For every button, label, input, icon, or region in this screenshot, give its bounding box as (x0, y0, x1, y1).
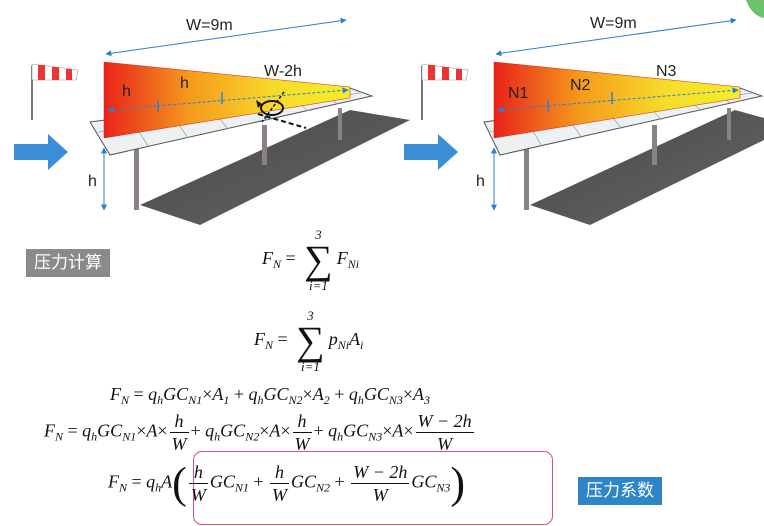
ground-shadow (140, 110, 410, 225)
wind-arrow-icon (14, 134, 68, 170)
equation-1: FN = 3 ∑ i=1 FNi (262, 227, 360, 293)
post (524, 148, 529, 210)
equation-5: FN = qhA(h W GCN1 + h W GCN2 + W − 2h W GCN3) (108, 458, 466, 508)
post (262, 125, 267, 165)
section-badge: 压力计算 (26, 249, 110, 277)
left-canopy: W=9m h h W-2h h (14, 17, 410, 225)
canopy-diagrams: W=9m h h W-2h h W=9m N1 (14, 0, 764, 225)
post (134, 148, 139, 210)
ground-shadow (530, 110, 764, 225)
windsock-icon (31, 63, 79, 81)
zone-dimension (497, 87, 739, 113)
width-dimension (105, 17, 347, 57)
zone-label-w2h: W-2h (264, 63, 302, 80)
width-label: W=9m (590, 15, 637, 32)
width-dimension (495, 17, 737, 57)
post (338, 108, 342, 140)
post (727, 108, 731, 140)
equation-2: FN = 3 ∑ i=1 pNiAi (254, 308, 364, 374)
equation-4: FN = qhGCN1×A× h W + qhGCN2×A× h W + qhGCN3×A×… (44, 411, 474, 454)
corner-logo (746, 0, 764, 18)
equation-3: FN = qhGCN1×A1 + qhGCN2×A2 + qhGCN3×A3 (110, 384, 431, 407)
zone-label-n3: N3 (656, 63, 677, 80)
windsock-icon (421, 63, 469, 81)
zone-label-h1: h (122, 83, 131, 100)
wind-arrow-icon (404, 134, 458, 170)
highlight-box (193, 451, 553, 525)
zone-label-h2: h (180, 75, 189, 92)
width-label: W=9m (186, 17, 233, 34)
coefficient-badge: 压力系数 (578, 477, 662, 505)
post (652, 125, 657, 165)
zone-label-n1: N1 (508, 85, 529, 102)
zone-label-n2: N2 (570, 77, 591, 94)
rotation-icon (256, 91, 307, 129)
zone-dimension (107, 87, 349, 113)
right-canopy: W=9m N1 N2 N3 h (404, 15, 764, 225)
height-label: h (88, 173, 97, 190)
height-label: h (476, 173, 485, 190)
